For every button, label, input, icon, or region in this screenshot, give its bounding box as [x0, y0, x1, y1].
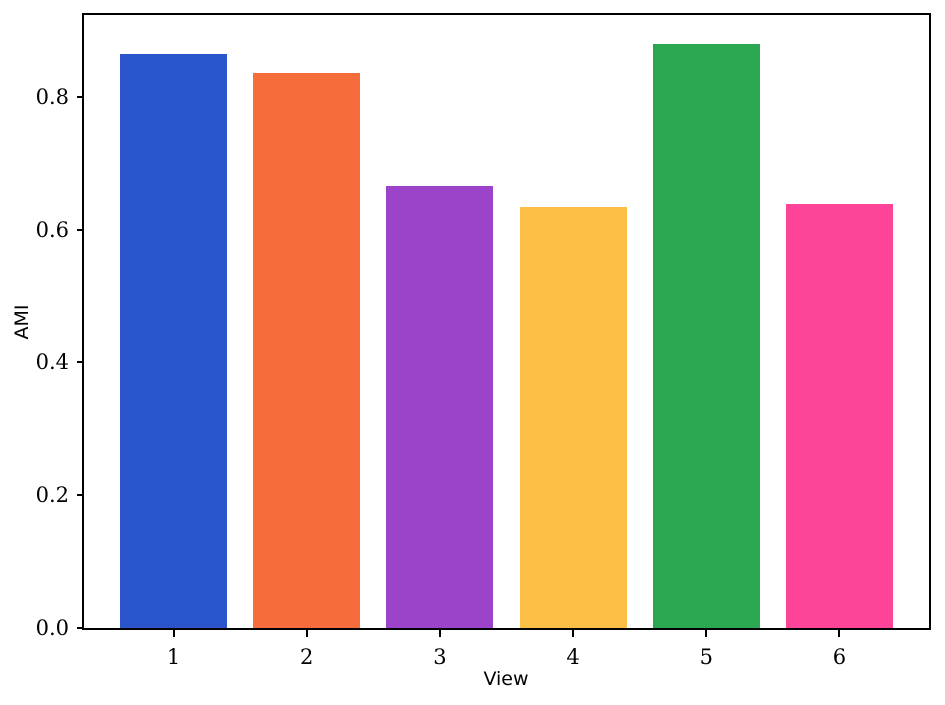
- y-tick-mark: [77, 494, 84, 497]
- bar-series: 1 2 3 4 5 6: [84, 15, 929, 669]
- bar-view-4: [519, 206, 627, 628]
- y-tick-0.6: 0.6: [36, 218, 84, 242]
- bar-view-5: [652, 43, 760, 628]
- y-tick-label: 0.6: [35, 217, 69, 242]
- bar-slot-view-5: 5: [652, 15, 760, 669]
- x-tick-label-6: 6: [832, 644, 847, 669]
- x-axis-label: View: [483, 668, 529, 690]
- y-tick-mark: [77, 627, 84, 629]
- bar-view-1: [120, 53, 227, 628]
- x-tick-mark: [172, 630, 175, 637]
- y-tick-label: 0.4: [35, 350, 69, 375]
- x-tick-mark: [838, 630, 841, 637]
- y-tick-0.8: 0.8: [36, 85, 84, 109]
- x-tick-mark: [572, 630, 575, 637]
- y-tick-label: 0.0: [35, 616, 69, 640]
- y-tick-label: 0.8: [35, 84, 69, 109]
- bar-view-3: [386, 185, 494, 628]
- y-tick-0.2: 0.2: [36, 483, 84, 507]
- x-tick-label-4: 4: [566, 644, 580, 669]
- plot-area: 0.0 0.2 0.4 0.6 0.8 1 2 3 4 5 6: [36, 13, 931, 669]
- x-tick-label-1: 1: [166, 644, 181, 669]
- y-tick-mark: [77, 228, 84, 231]
- x-tick-label-5: 5: [699, 644, 713, 669]
- x-tick-mark: [705, 630, 708, 637]
- y-tick-mark: [77, 361, 84, 364]
- x-tick-label-3: 3: [433, 644, 447, 669]
- bar-view-6: [785, 204, 893, 628]
- bar-slot-view-1: 1: [120, 15, 227, 669]
- x-tick-label-2: 2: [300, 644, 314, 669]
- bar-slot-view-6: 6: [785, 15, 893, 669]
- bar-view-2: [253, 72, 361, 628]
- bar-slot-view-2: 2: [253, 15, 361, 669]
- x-tick-mark: [438, 630, 441, 637]
- y-tick-0.4: 0.4: [36, 350, 84, 374]
- y-axis-label: AMI: [11, 304, 33, 340]
- y-tick-mark: [77, 95, 84, 98]
- bar-slot-view-3: 3: [386, 15, 494, 669]
- y-tick-label: 0.2: [35, 483, 69, 508]
- y-tick-0.0: 0.0: [36, 616, 84, 640]
- x-tick-mark: [305, 630, 308, 637]
- bar-slot-view-4: 4: [519, 15, 627, 669]
